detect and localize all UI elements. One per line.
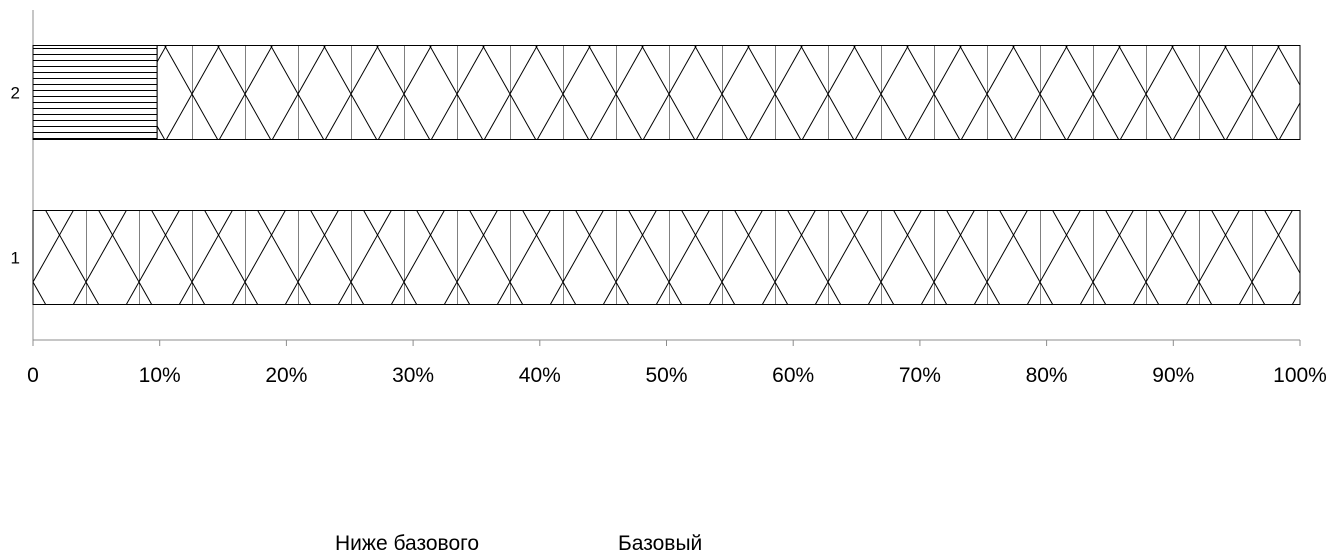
x-tick-label: 50% [645, 364, 687, 387]
x-tick-label: 70% [899, 364, 941, 387]
x-tick-label: 100% [1273, 364, 1327, 387]
bar-segment [32, 210, 1301, 305]
legend-label: Базовый [618, 532, 702, 555]
x-tick-label: 60% [772, 364, 814, 387]
category-label: 1 [11, 249, 20, 268]
x-tick-label: 10% [139, 364, 181, 387]
x-tick-label: 20% [265, 364, 307, 387]
category-label: 2 [11, 84, 20, 103]
y-axis: 12 [11, 10, 34, 340]
bar-segment [32, 45, 158, 140]
bar-segment [156, 45, 1301, 140]
x-axis: 0 10% 20% 30% 40% 50% 60% 70% 80% 90% 100% [27, 339, 1327, 387]
x-tick-label: 80% [1026, 364, 1068, 387]
bars [32, 45, 1301, 305]
x-tick-label: 40% [519, 364, 561, 387]
legend: Ниже базового Базовый [335, 532, 702, 555]
legend-label: Ниже базового [335, 532, 479, 555]
x-tick-label: 30% [392, 364, 434, 387]
x-tick-label: 0 [27, 364, 39, 387]
x-tick-label: 90% [1152, 364, 1194, 387]
